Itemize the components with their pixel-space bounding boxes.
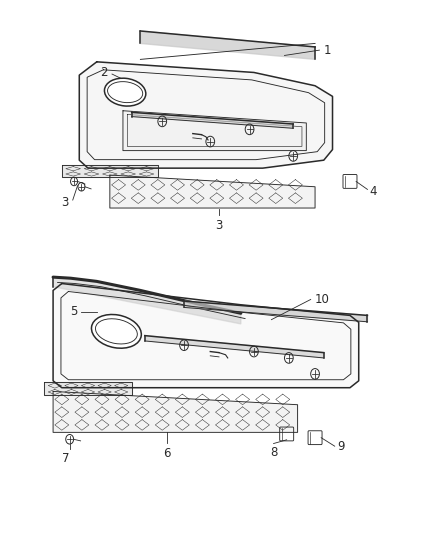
Text: 1: 1 xyxy=(324,44,331,56)
Polygon shape xyxy=(79,62,332,168)
Polygon shape xyxy=(53,284,359,387)
Text: 3: 3 xyxy=(61,196,68,209)
Polygon shape xyxy=(132,112,293,128)
Polygon shape xyxy=(44,382,132,395)
Text: 6: 6 xyxy=(163,447,170,461)
Text: 8: 8 xyxy=(270,446,277,459)
Polygon shape xyxy=(110,175,315,208)
Text: 5: 5 xyxy=(70,305,77,318)
Text: 2: 2 xyxy=(100,67,108,79)
Polygon shape xyxy=(145,336,324,358)
Ellipse shape xyxy=(104,78,146,106)
Polygon shape xyxy=(53,277,241,324)
Polygon shape xyxy=(141,31,315,59)
Text: 7: 7 xyxy=(62,451,69,464)
Text: 9: 9 xyxy=(337,440,344,453)
Polygon shape xyxy=(184,301,367,322)
Polygon shape xyxy=(123,111,306,151)
Text: 3: 3 xyxy=(215,219,223,232)
Text: 4: 4 xyxy=(369,184,377,198)
Polygon shape xyxy=(62,165,158,177)
Polygon shape xyxy=(53,391,297,432)
Text: 10: 10 xyxy=(315,293,330,306)
Ellipse shape xyxy=(92,314,141,348)
